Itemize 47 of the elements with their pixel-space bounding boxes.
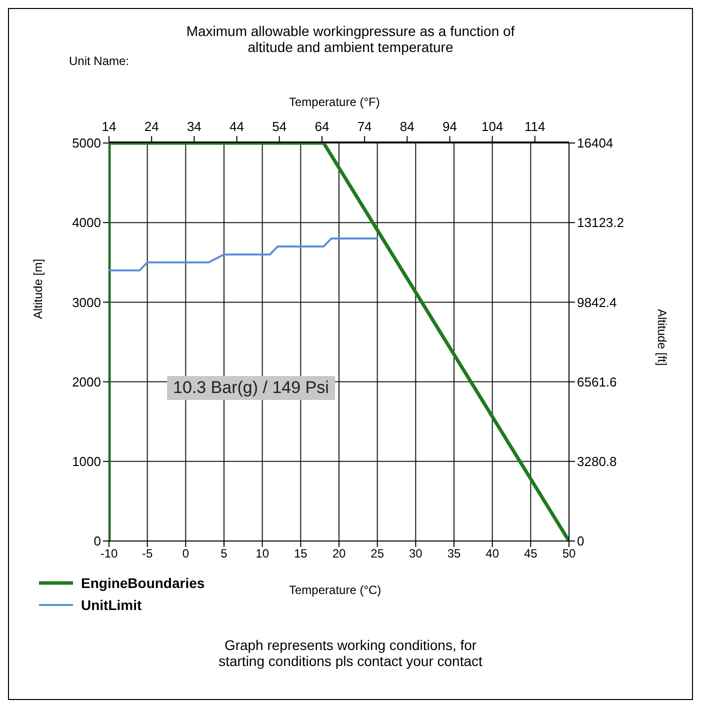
x-tick-label: 30 (408, 546, 423, 561)
x-tick-label: 15 (294, 546, 308, 561)
x2-tick-label: 114 (524, 119, 546, 134)
y2-tick-label: 6561.6 (577, 374, 617, 390)
x-tick-label: 0 (182, 546, 190, 561)
x-tick-label: 35 (447, 546, 461, 561)
annotation: 10.3 Bar(g) / 149 Psi (167, 376, 335, 400)
y-tick-label: 5000 (72, 136, 101, 151)
y2-tick-label: 16404 (577, 136, 614, 151)
text: Graph represents working conditions, for starting conditions pls contact your contact (218, 637, 484, 669)
x-tick-label: 50 (562, 546, 576, 561)
x-tick-label: 10 (256, 546, 270, 561)
x2-tick-label: 44 (230, 119, 244, 134)
x-tick-label: 40 (486, 546, 500, 561)
y-tick-label: 3000 (72, 294, 101, 310)
y-tick-label: 4000 (72, 215, 101, 230)
legend-label: EngineBoundaries (81, 575, 205, 591)
x-axis-title: Temperature (°C) (289, 583, 382, 597)
legend-label: UnitLimit (81, 597, 142, 613)
x-tick-label: -10 (100, 546, 118, 561)
x2-tick-label: 104 (481, 119, 504, 134)
chart-title: Maximum allowable workingpressure as a function of altitude and ambient temperature (185, 23, 516, 55)
x-tick-label: 45 (524, 546, 538, 561)
y2-tick-label: 13123.2 (577, 215, 624, 230)
x-tick-label: 20 (332, 546, 346, 561)
x2-tick-label: 54 (272, 119, 287, 134)
x2-tick-label: 84 (400, 119, 414, 134)
x2-axis-title: Temperature (°F) (289, 95, 380, 109)
y-tick-label: 1000 (72, 454, 101, 470)
x2-tick-label: 64 (314, 119, 330, 134)
text: Unit Name: (69, 54, 130, 68)
x2-tick-label: 74 (357, 119, 372, 134)
line-series (109, 238, 378, 272)
y-tick-label: 2000 (72, 374, 101, 390)
x-tick-label: -5 (142, 546, 153, 561)
y2-axis-title: Altitude [ft] (655, 309, 669, 366)
y-axis-title: Altitude [m] (31, 258, 45, 319)
x2-tick-label: 14 (102, 119, 116, 134)
x2-tick-label: 24 (144, 119, 159, 134)
x2-tick-label: 94 (442, 119, 457, 134)
y2-tick-label: 9842.4 (577, 294, 617, 310)
x2-tick-label: 34 (186, 119, 202, 134)
y-tick-label: 0 (94, 534, 101, 549)
y2-tick-label: 3280.8 (577, 454, 617, 470)
x-tick-label: 5 (220, 546, 228, 561)
y2-tick-label: 0 (577, 534, 584, 549)
x-tick-label: 25 (370, 546, 384, 561)
